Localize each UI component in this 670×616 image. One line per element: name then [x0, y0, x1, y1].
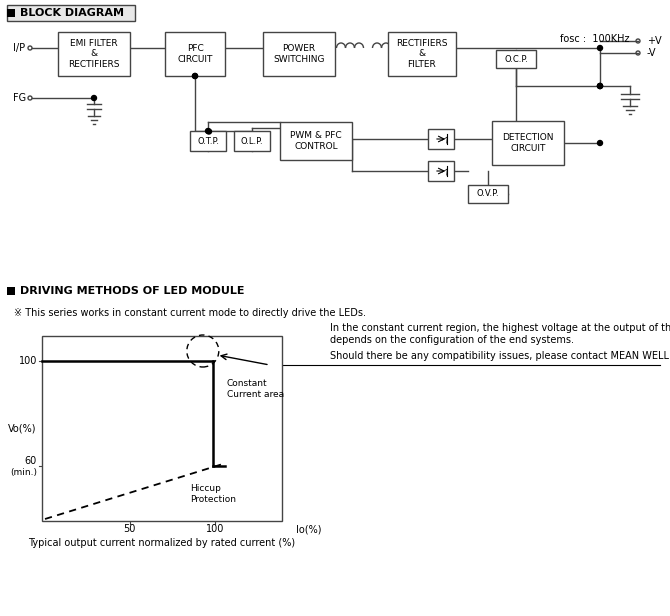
Bar: [428, 161, 454, 181]
Text: In the constant current region, the highest voltage at the output of the driver: In the constant current region, the high…: [330, 323, 670, 333]
Bar: [7, 287, 15, 295]
Bar: [42, 336, 282, 521]
Text: O.T.P.: O.T.P.: [197, 137, 219, 145]
Circle shape: [598, 140, 602, 145]
Circle shape: [192, 73, 198, 78]
Bar: [263, 32, 335, 76]
Text: 60: 60: [25, 456, 37, 466]
Text: ※ This series works in constant current mode to directly drive the LEDs.: ※ This series works in constant current …: [14, 308, 366, 318]
Circle shape: [92, 95, 96, 100]
Text: 50: 50: [123, 524, 136, 534]
Circle shape: [206, 129, 210, 134]
Circle shape: [206, 129, 212, 134]
Bar: [7, 5, 135, 21]
Bar: [165, 32, 225, 76]
Text: -V: -V: [647, 48, 657, 58]
Circle shape: [598, 84, 602, 89]
Text: 100: 100: [206, 524, 224, 534]
Text: depends on the configuration of the end systems.: depends on the configuration of the end …: [330, 335, 574, 345]
Bar: [280, 122, 352, 160]
Bar: [388, 32, 456, 76]
Text: DETECTION
CIRCUIT: DETECTION CIRCUIT: [502, 133, 553, 153]
Text: O.V.P.: O.V.P.: [476, 190, 499, 198]
Text: Typical output current normalized by rated current (%): Typical output current normalized by rat…: [28, 538, 295, 548]
Circle shape: [598, 84, 602, 89]
Text: (min.): (min.): [10, 468, 37, 477]
Text: Constant
Current area: Constant Current area: [227, 379, 284, 399]
Bar: [234, 131, 270, 151]
Bar: [428, 129, 454, 149]
Bar: [492, 121, 564, 165]
Text: Should there be any compatibility issues, please contact MEAN WELL.: Should there be any compatibility issues…: [330, 351, 670, 361]
Text: PWM & PFC
CONTROL: PWM & PFC CONTROL: [290, 131, 342, 151]
Text: fosc :  100KHz: fosc : 100KHz: [560, 34, 630, 44]
Text: DRIVING METHODS OF LED MODULE: DRIVING METHODS OF LED MODULE: [20, 286, 245, 296]
Bar: [496, 50, 536, 68]
Text: 100: 100: [19, 356, 37, 366]
Text: +V: +V: [647, 36, 662, 46]
Text: Io(%): Io(%): [296, 524, 322, 534]
Circle shape: [192, 73, 198, 78]
Text: RECTIFIERS
&
FILTER: RECTIFIERS & FILTER: [396, 39, 448, 69]
Bar: [58, 32, 130, 76]
Text: PFC
CIRCUIT: PFC CIRCUIT: [178, 44, 212, 63]
Text: FG: FG: [13, 93, 26, 103]
Circle shape: [598, 84, 602, 89]
Text: BLOCK DIAGRAM: BLOCK DIAGRAM: [20, 8, 124, 18]
Text: O.L.P.: O.L.P.: [241, 137, 263, 145]
Text: POWER
SWITCHING: POWER SWITCHING: [273, 44, 325, 63]
Text: EMI FILTER
&
RECTIFIERS: EMI FILTER & RECTIFIERS: [68, 39, 120, 69]
Bar: [190, 131, 226, 151]
Bar: [468, 185, 508, 203]
Bar: [7, 9, 15, 17]
Text: Vo(%): Vo(%): [8, 424, 36, 434]
Circle shape: [598, 46, 602, 51]
Text: O.C.P.: O.C.P.: [504, 54, 528, 63]
Text: I/P: I/P: [13, 43, 25, 53]
Text: Hiccup
Protection: Hiccup Protection: [190, 484, 236, 504]
